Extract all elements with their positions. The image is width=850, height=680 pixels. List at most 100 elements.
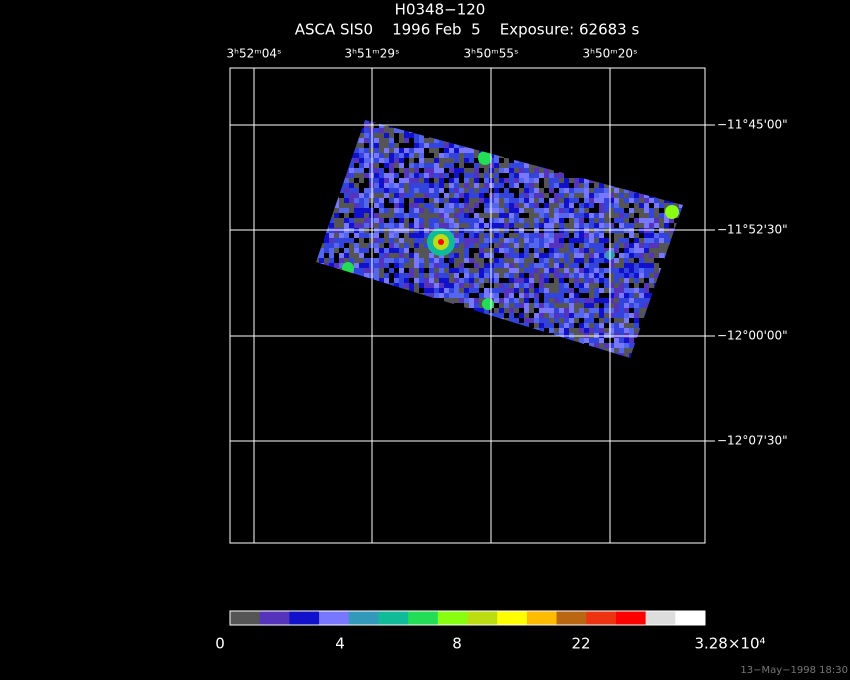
pixel: [384, 343, 389, 348]
pixel: [584, 288, 589, 293]
pixel: [589, 148, 594, 153]
pixel: [379, 143, 384, 148]
pixel: [404, 208, 409, 213]
pixel: [424, 313, 429, 318]
pixel: [564, 268, 569, 273]
pixel: [674, 153, 679, 158]
pixel: [519, 328, 524, 333]
pixel: [619, 308, 624, 313]
pixel: [379, 153, 384, 158]
pixel: [534, 283, 539, 288]
pixel: [499, 273, 504, 278]
pixel: [324, 258, 329, 263]
pixel: [419, 348, 424, 353]
colorbar-label: 8: [452, 635, 462, 653]
pixel: [364, 203, 369, 208]
pixel: [494, 248, 499, 253]
pixel: [469, 253, 474, 258]
pixel: [339, 183, 344, 188]
pixel: [679, 158, 683, 163]
pixel: [544, 258, 549, 263]
pixel: [504, 323, 509, 328]
pixel: [539, 263, 544, 268]
pixel: [679, 148, 683, 153]
pixel: [439, 188, 444, 193]
pixel: [684, 263, 689, 268]
pixel: [539, 268, 544, 273]
pixel: [374, 313, 379, 318]
pixel: [399, 243, 404, 248]
pixel: [514, 178, 519, 183]
pixel: [444, 268, 449, 273]
pixel: [664, 218, 669, 223]
pixel: [679, 338, 683, 343]
pixel: [649, 268, 654, 273]
pixel: [374, 188, 379, 193]
pixel: [316, 183, 319, 188]
pixel: [534, 358, 539, 363]
pixel: [539, 308, 544, 313]
pixel: [359, 138, 364, 143]
pixel: [454, 143, 459, 148]
pixel: [434, 303, 439, 308]
pixel: [359, 303, 364, 308]
pixel: [394, 313, 399, 318]
pixel: [474, 193, 479, 198]
pixel: [629, 358, 634, 363]
pixel: [459, 258, 464, 263]
pixel: [649, 278, 654, 283]
pixel: [349, 313, 354, 318]
pixel: [529, 288, 534, 293]
pixel: [379, 273, 384, 278]
pixel: [649, 198, 654, 203]
pixel: [679, 308, 683, 313]
pixel: [574, 338, 579, 343]
pixel: [674, 203, 679, 208]
pixel: [529, 273, 534, 278]
pixel: [514, 298, 519, 303]
pixel: [624, 203, 629, 208]
pixel: [614, 183, 619, 188]
pixel: [509, 338, 514, 343]
pixel: [344, 348, 349, 353]
pixel: [664, 358, 669, 363]
pixel: [469, 243, 474, 248]
pixel: [364, 148, 369, 153]
pixel: [484, 188, 489, 193]
pixel: [669, 153, 674, 158]
pixel: [509, 208, 514, 213]
pixel: [664, 288, 669, 293]
pixel: [429, 133, 434, 138]
pixel: [379, 248, 384, 253]
pixel: [414, 153, 419, 158]
pixel: [634, 158, 639, 163]
pixel: [569, 288, 574, 293]
pixel: [484, 213, 489, 218]
pixel: [319, 120, 324, 123]
pixel: [639, 243, 644, 248]
pixel: [364, 173, 369, 178]
pixel: [464, 208, 469, 213]
pixel: [404, 120, 409, 123]
pixel: [524, 348, 529, 353]
pixel: [394, 188, 399, 193]
pixel: [579, 348, 584, 353]
pixel: [324, 178, 329, 183]
pixel: [629, 233, 634, 238]
pixel: [684, 163, 689, 168]
pixel: [624, 163, 629, 168]
pixel: [329, 268, 334, 273]
pixel: [379, 293, 384, 298]
pixel: [459, 293, 464, 298]
pixel: [529, 343, 534, 348]
pixel: [474, 138, 479, 143]
pixel: [454, 158, 459, 163]
pixel: [469, 238, 474, 243]
pixel: [454, 198, 459, 203]
pixel: [649, 293, 654, 298]
pixel: [639, 278, 644, 283]
pixel: [589, 238, 594, 243]
pixel: [634, 203, 639, 208]
pixel: [464, 133, 469, 138]
pixel: [624, 213, 629, 218]
